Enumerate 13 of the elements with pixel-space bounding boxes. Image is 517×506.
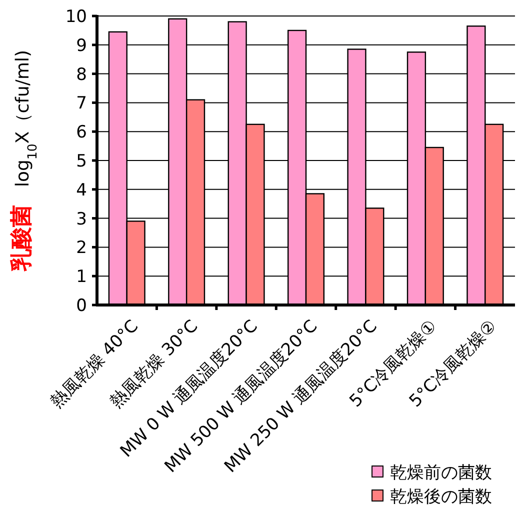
y-tick-label: 2 xyxy=(76,238,87,258)
y-tick-label: 3 xyxy=(76,209,87,230)
y-tick-label: 7 xyxy=(76,94,87,114)
legend-label: 乾燥前の菌数 xyxy=(390,462,492,483)
legend-label: 乾燥後の菌数 xyxy=(390,486,492,506)
y-tick-label: 0 xyxy=(76,296,87,316)
y-tick-label: 9 xyxy=(76,36,87,56)
y-tick-label: 4 xyxy=(76,180,87,200)
y-tick-label: 1 xyxy=(76,267,87,288)
y-tick-label: 6 xyxy=(76,122,87,143)
y-tick-label: 8 xyxy=(76,64,87,85)
y-tick-label: 10 xyxy=(65,6,87,27)
y-tick-label: 5 xyxy=(76,151,87,172)
